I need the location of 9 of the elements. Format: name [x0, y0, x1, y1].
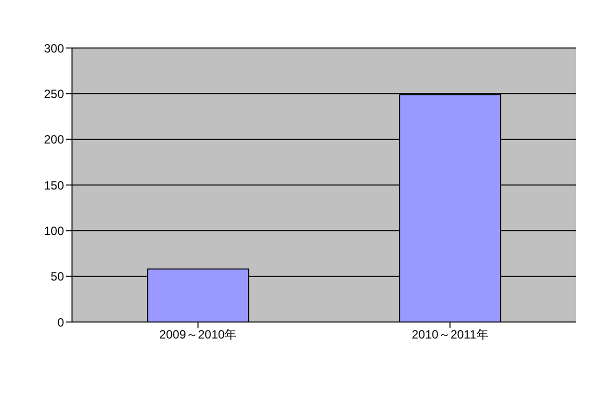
y-tick-label: 50 — [50, 270, 64, 284]
x-tick-label: 2009～2010年 — [159, 328, 237, 342]
y-tick-label: 0 — [57, 315, 64, 330]
y-tick-label: 200 — [44, 132, 64, 147]
y-tick-label: 250 — [44, 86, 64, 101]
y-tick-label: 300 — [44, 41, 64, 56]
y-tick-label: 100 — [44, 224, 64, 238]
x-tick-label: 2010～2011年 — [412, 328, 488, 342]
y-tick-label: 150 — [44, 178, 64, 192]
